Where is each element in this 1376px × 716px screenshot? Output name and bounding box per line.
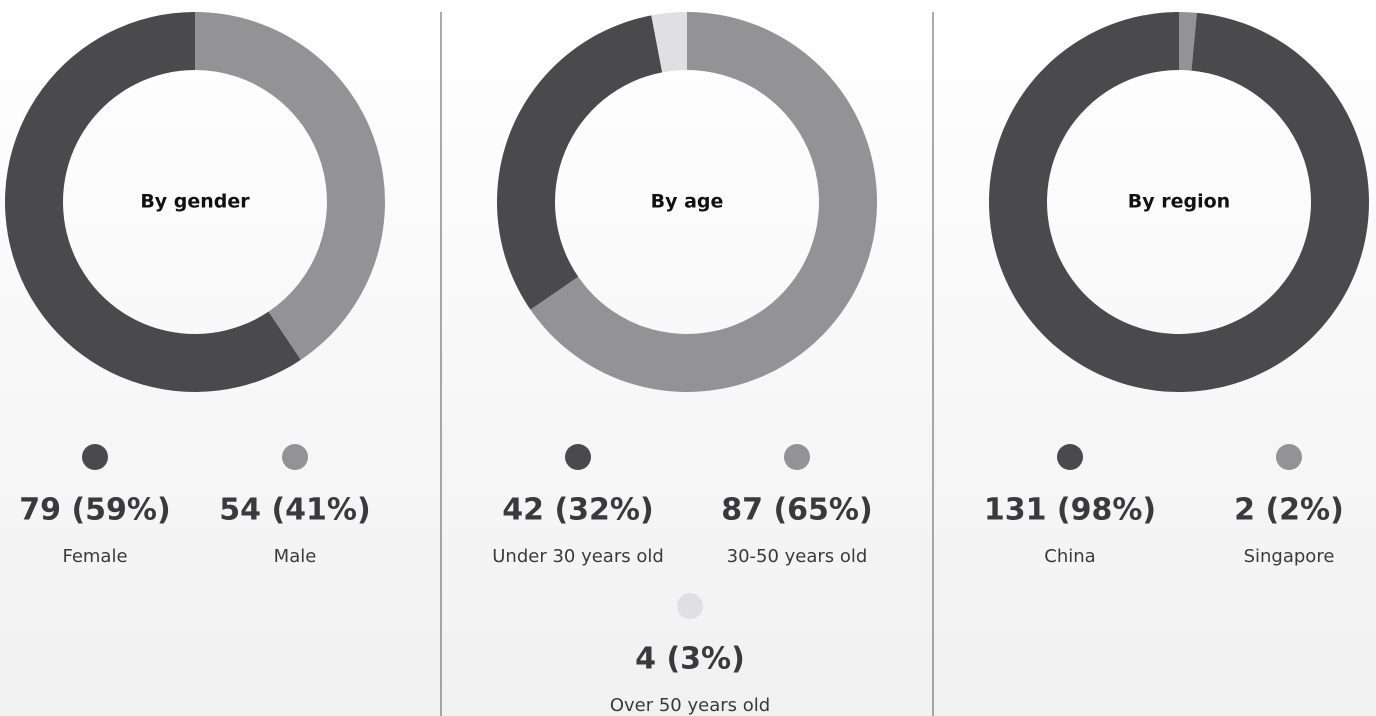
value-label: 87 (65%) — [721, 493, 872, 528]
donut-slice — [496, 15, 663, 310]
donut-slice — [651, 12, 687, 73]
donut-slice — [5, 12, 301, 392]
legend-label: Singapore — [1244, 546, 1335, 567]
legend-dot — [1276, 444, 1302, 470]
legend-label: Over 50 years old — [610, 695, 770, 716]
chart-title: By gender — [140, 191, 250, 213]
value-label: 2 (2%) — [1234, 493, 1344, 528]
legend-dot — [282, 444, 308, 470]
value-label: 54 (41%) — [219, 493, 370, 528]
value-label: 4 (3%) — [635, 642, 745, 677]
legend-label: Male — [274, 546, 317, 567]
value-label: 131 (98%) — [984, 493, 1156, 528]
donut-slice — [530, 12, 878, 393]
legend-label: 30-50 years old — [727, 546, 868, 567]
value-label: 79 (59%) — [19, 493, 170, 528]
legend-dot — [784, 444, 810, 470]
chart-title: By age — [651, 191, 724, 213]
legend-label: Female — [62, 546, 127, 567]
donut-slice — [1179, 12, 1197, 71]
chart-title: By region — [1128, 191, 1230, 213]
legend-dot — [677, 593, 703, 619]
legend-dot — [82, 444, 108, 470]
value-label: 42 (32%) — [502, 493, 653, 528]
legend-label: China — [1044, 546, 1095, 567]
donut-slice — [195, 12, 386, 360]
legend-dot — [1057, 444, 1083, 470]
legend-dot — [565, 444, 591, 470]
donut-slice — [989, 12, 1370, 392]
legend-label: Under 30 years old — [492, 546, 664, 567]
